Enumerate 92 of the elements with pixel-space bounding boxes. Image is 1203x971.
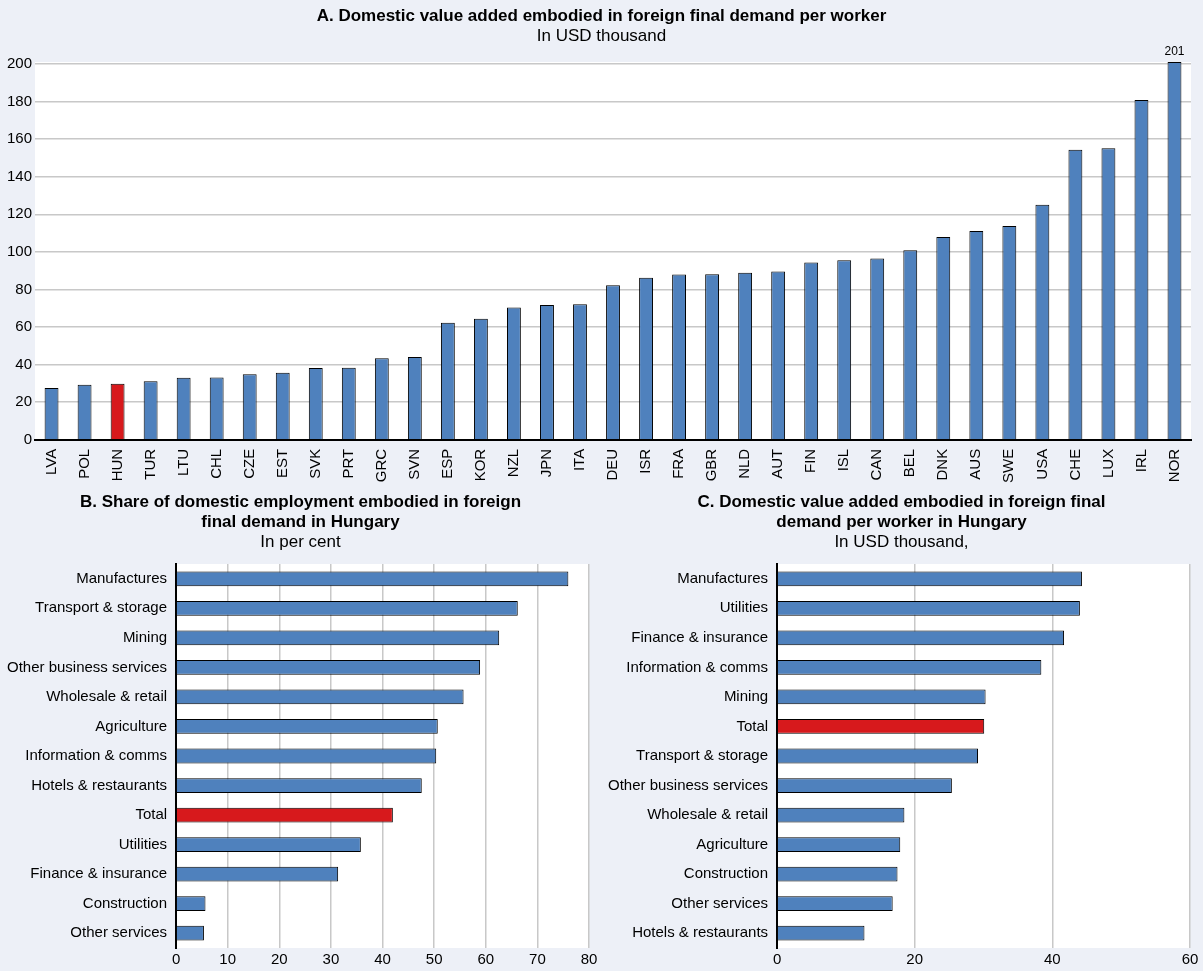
y-tick-label: 120 — [7, 204, 33, 222]
y-tick-label: 160 — [7, 129, 33, 147]
x-tick-label: LVA — [41, 448, 59, 475]
y-tick-label: 0 — [23, 429, 33, 447]
y-tick-label: Information & comms — [626, 657, 769, 675]
y-tick-label: Finance & insurance — [30, 864, 168, 882]
x-tick-label: AUS — [966, 448, 984, 480]
chart-title: C. Domestic value added embodied in foreign final demand per worker in Hungary — [696, 492, 1107, 532]
chart-subtitle: In USD thousand, — [833, 532, 970, 552]
y-tick-label: Hotels & restaurants — [632, 923, 769, 941]
x-tick-label: EST — [272, 448, 290, 479]
chart-subtitle: In per cent — [259, 532, 342, 552]
x-tick-label: FIN — [801, 448, 819, 473]
x-tick-label: DEU — [603, 448, 621, 481]
y-tick-label: Other business services — [6, 657, 168, 675]
y-tick-label: 140 — [7, 166, 33, 184]
x-tick-label: FRA — [669, 448, 687, 479]
x-tick-label: LTU — [173, 448, 191, 477]
x-tick-label: PRT — [338, 448, 356, 479]
y-tick-label: Other business services — [607, 775, 769, 793]
x-tick-label: 10 — [219, 950, 237, 968]
y-tick-label: Transport & storage — [35, 598, 168, 616]
x-tick-label: 40 — [1044, 950, 1061, 968]
x-tick-label: POL — [74, 448, 92, 479]
x-tick-label: 0 — [772, 950, 782, 968]
y-tick-label: Mining — [122, 627, 168, 645]
x-tick-label: 20 — [906, 950, 924, 968]
x-tick-label: IRL — [1131, 448, 1149, 473]
y-tick-label: Other services — [671, 893, 769, 911]
y-tick-label: 20 — [15, 392, 33, 410]
x-tick-label: GRC — [371, 448, 389, 483]
x-tick-label: CHL — [206, 448, 224, 479]
y-tick-label: 80 — [15, 279, 33, 297]
x-tick-label: USA — [1032, 448, 1050, 480]
x-tick-label: 0 — [171, 950, 181, 968]
y-tick-label: Wholesale & retail — [46, 687, 168, 705]
x-tick-label: 30 — [322, 950, 340, 968]
x-tick-label: 70 — [529, 950, 546, 968]
x-tick-label: 60 — [477, 950, 495, 968]
x-tick-label: 50 — [425, 950, 443, 968]
y-tick-label: 200 — [7, 54, 33, 72]
x-tick-label: JPN — [537, 448, 555, 478]
x-tick-label: BEL — [900, 448, 918, 478]
y-tick-label: 100 — [7, 242, 33, 259]
y-tick-label: Manufactures — [677, 568, 769, 586]
x-tick-label: 60 — [1181, 950, 1199, 968]
chart-subtitle: In USD thousand — [535, 26, 668, 46]
x-tick-label: CAN — [867, 448, 885, 481]
chart-title: A. Domestic value added embodied in foreign final demand per worker — [315, 6, 888, 26]
x-tick-label: AUT — [768, 448, 786, 479]
x-tick-label: 80 — [580, 950, 598, 968]
chart-title: B. Share of domestic employment embodied in foreign final demand in Hungary — [78, 492, 523, 532]
x-tick-label: LUX — [1098, 448, 1116, 479]
y-tick-label: Agriculture — [696, 834, 769, 852]
x-tick-label: 40 — [374, 950, 391, 968]
y-tick-label: Manufactures — [76, 568, 168, 586]
x-tick-label: TUR — [140, 448, 158, 480]
y-tick-label: 180 — [7, 91, 33, 109]
y-tick-label: Agriculture — [95, 716, 168, 734]
x-tick-label: CHE — [1065, 448, 1083, 481]
y-tick-label: Transport & storage — [636, 746, 769, 764]
x-tick-label: NLD — [735, 448, 753, 479]
x-tick-label: ITA — [570, 448, 588, 472]
x-tick-label: NOR — [1164, 448, 1182, 483]
y-tick-label: Total — [736, 716, 769, 734]
y-tick-label: Construction — [683, 864, 769, 882]
x-tick-label: CZE — [239, 448, 257, 479]
x-tick-label: GBR — [702, 448, 720, 482]
x-tick-label: SWE — [999, 448, 1017, 483]
x-tick-label: SVN — [404, 448, 422, 480]
y-tick-label: Mining — [723, 687, 769, 705]
x-tick-label: ESP — [438, 448, 456, 479]
y-tick-label: Finance & insurance — [631, 627, 769, 645]
x-tick-label: 20 — [270, 950, 288, 968]
x-tick-label: ISR — [636, 448, 654, 474]
y-tick-label: Utilities — [118, 834, 168, 852]
y-tick-label: Wholesale & retail — [647, 805, 769, 823]
x-tick-label: ISL — [834, 448, 852, 472]
x-tick-label: KOR — [471, 448, 489, 482]
y-tick-label: 60 — [15, 317, 33, 335]
y-tick-label: Other services — [70, 923, 168, 941]
x-tick-label: HUN — [107, 448, 125, 482]
y-tick-label: Construction — [82, 893, 168, 911]
y-tick-label: 40 — [15, 354, 33, 372]
x-tick-label: DNK — [933, 448, 951, 481]
y-tick-label: Hotels & restaurants — [31, 775, 168, 793]
x-tick-label: NZL — [504, 448, 522, 478]
y-tick-label: Information & comms — [25, 746, 168, 764]
y-tick-label: Utilities — [719, 598, 769, 616]
x-tick-label: SVK — [305, 448, 323, 479]
data-label: 201 — [1164, 44, 1185, 59]
y-tick-label: Total — [135, 805, 168, 823]
